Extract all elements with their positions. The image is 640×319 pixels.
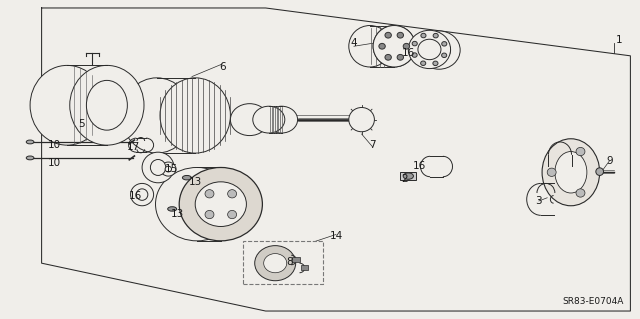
Text: 10: 10 <box>48 140 61 150</box>
Bar <box>292 257 300 262</box>
Ellipse shape <box>70 65 144 145</box>
Ellipse shape <box>433 33 438 38</box>
Ellipse shape <box>156 167 239 241</box>
Ellipse shape <box>160 78 230 153</box>
Ellipse shape <box>420 61 426 65</box>
Ellipse shape <box>136 189 148 200</box>
Ellipse shape <box>266 106 298 133</box>
Ellipse shape <box>373 26 415 67</box>
Text: 10: 10 <box>48 158 61 168</box>
Ellipse shape <box>131 183 154 206</box>
Ellipse shape <box>195 182 246 226</box>
Ellipse shape <box>397 32 403 38</box>
Text: 16: 16 <box>402 48 415 58</box>
Ellipse shape <box>555 152 587 193</box>
Ellipse shape <box>26 156 34 160</box>
Text: 6: 6 <box>220 62 226 72</box>
Ellipse shape <box>412 53 417 57</box>
Text: 13: 13 <box>189 177 202 187</box>
Ellipse shape <box>385 55 392 60</box>
Ellipse shape <box>150 160 166 175</box>
Ellipse shape <box>397 55 403 60</box>
Ellipse shape <box>122 78 192 153</box>
Text: 5: 5 <box>79 119 85 130</box>
Ellipse shape <box>26 140 34 144</box>
Ellipse shape <box>408 30 451 69</box>
Text: 14: 14 <box>330 231 342 241</box>
Ellipse shape <box>442 53 447 57</box>
Ellipse shape <box>403 173 413 179</box>
Text: SR83-E0704A: SR83-E0704A <box>563 297 624 306</box>
Ellipse shape <box>255 246 296 281</box>
Text: 1: 1 <box>616 35 623 45</box>
Ellipse shape <box>253 106 285 133</box>
Ellipse shape <box>428 40 451 60</box>
Bar <box>243 241 323 284</box>
Text: 8: 8 <box>286 256 292 267</box>
Ellipse shape <box>373 26 415 67</box>
Ellipse shape <box>596 168 604 175</box>
Ellipse shape <box>349 108 374 132</box>
Ellipse shape <box>230 104 269 136</box>
Text: 2: 2 <box>401 174 408 184</box>
Ellipse shape <box>349 26 391 67</box>
Text: 15: 15 <box>165 164 178 174</box>
Ellipse shape <box>182 175 191 180</box>
Ellipse shape <box>547 168 556 176</box>
Text: 16: 16 <box>129 191 142 201</box>
Text: 13: 13 <box>172 209 184 219</box>
Ellipse shape <box>576 189 585 197</box>
Ellipse shape <box>542 139 600 206</box>
Ellipse shape <box>418 39 441 60</box>
Ellipse shape <box>228 189 237 198</box>
Ellipse shape <box>142 152 174 183</box>
Ellipse shape <box>264 254 287 273</box>
Text: 4: 4 <box>351 38 357 48</box>
Ellipse shape <box>576 147 585 156</box>
Ellipse shape <box>433 61 438 66</box>
Ellipse shape <box>385 32 392 38</box>
Ellipse shape <box>161 162 176 176</box>
Ellipse shape <box>379 43 385 49</box>
Ellipse shape <box>418 31 460 69</box>
Text: 9: 9 <box>606 156 612 166</box>
Ellipse shape <box>442 41 447 46</box>
Ellipse shape <box>412 41 417 46</box>
Ellipse shape <box>179 167 262 241</box>
Ellipse shape <box>205 211 214 219</box>
Ellipse shape <box>228 211 237 219</box>
Ellipse shape <box>403 43 410 49</box>
Text: 3: 3 <box>536 196 542 206</box>
Bar <box>301 265 308 270</box>
Ellipse shape <box>30 65 104 145</box>
Ellipse shape <box>205 189 214 198</box>
Ellipse shape <box>421 33 426 38</box>
Ellipse shape <box>165 166 172 172</box>
Text: 16: 16 <box>413 161 426 171</box>
Ellipse shape <box>86 80 127 130</box>
Ellipse shape <box>168 207 177 211</box>
Text: 17: 17 <box>127 142 140 152</box>
Text: 7: 7 <box>369 140 376 150</box>
Bar <box>400 172 416 180</box>
